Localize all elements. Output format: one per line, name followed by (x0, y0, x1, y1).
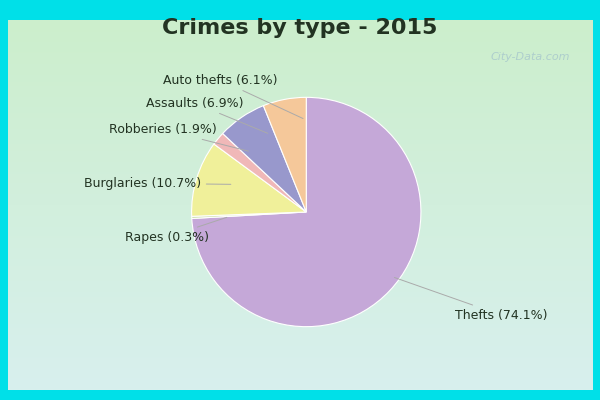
Wedge shape (214, 134, 306, 212)
Text: Rapes (0.3%): Rapes (0.3%) (125, 217, 227, 244)
Text: City-Data.com: City-Data.com (491, 52, 570, 62)
Wedge shape (223, 106, 306, 212)
Text: Robberies (1.9%): Robberies (1.9%) (109, 123, 248, 151)
Wedge shape (263, 97, 306, 212)
Wedge shape (191, 212, 306, 218)
Text: Crimes by type - 2015: Crimes by type - 2015 (163, 18, 437, 38)
Text: Thefts (74.1%): Thefts (74.1%) (394, 278, 548, 322)
Wedge shape (191, 144, 306, 216)
Text: Auto thefts (6.1%): Auto thefts (6.1%) (163, 74, 303, 118)
Text: Burglaries (10.7%): Burglaries (10.7%) (83, 177, 231, 190)
Wedge shape (192, 97, 421, 327)
Text: Assaults (6.9%): Assaults (6.9%) (146, 96, 268, 133)
